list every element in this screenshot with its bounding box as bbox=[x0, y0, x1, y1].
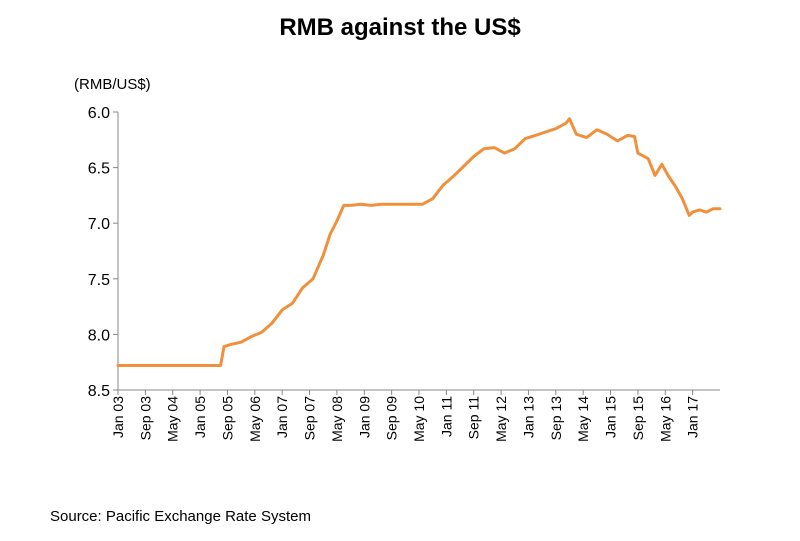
x-tick-label: Jan 07 bbox=[274, 396, 290, 438]
y-axis-ticks: 6.0 6.5 7.0 7.5 8.0 8.5 bbox=[88, 105, 118, 400]
x-tick-label: Sep 05 bbox=[219, 396, 235, 441]
x-tick-label: May 06 bbox=[247, 396, 263, 442]
source-note: Source: Pacific Exchange Rate System bbox=[50, 508, 311, 525]
x-tick-label: Sep 15 bbox=[630, 396, 646, 441]
y-axis-unit-label: (RMB/US$) bbox=[74, 76, 151, 93]
x-tick-label: Jan 09 bbox=[356, 396, 372, 438]
x-tick-label: Jan 05 bbox=[192, 396, 208, 438]
x-tick-label: Sep 03 bbox=[137, 396, 153, 441]
x-tick-label: Jan 13 bbox=[520, 396, 536, 438]
x-tick-label: May 08 bbox=[329, 396, 345, 442]
x-tick-label: Jan 11 bbox=[438, 396, 454, 437]
x-tick-label: May 10 bbox=[411, 396, 427, 442]
y-tick-label: 6.0 bbox=[88, 105, 110, 122]
y-tick-label: 7.0 bbox=[88, 216, 110, 233]
y-tick-label: 8.0 bbox=[88, 327, 110, 344]
x-tick-label: Sep 07 bbox=[302, 396, 318, 441]
x-tick-label: May 14 bbox=[575, 396, 591, 442]
x-tick-label: May 16 bbox=[657, 396, 673, 442]
y-tick-label: 8.5 bbox=[88, 383, 110, 400]
y-tick-label: 6.5 bbox=[88, 161, 110, 178]
series-group bbox=[116, 117, 722, 367]
chart-axes bbox=[117, 112, 720, 391]
x-tick-label: Sep 09 bbox=[384, 396, 400, 441]
x-tick-label: Jan 17 bbox=[685, 396, 701, 438]
x-tick-label: Jan 03 bbox=[110, 396, 126, 438]
x-tick-label: May 12 bbox=[493, 396, 509, 442]
x-tick-label: Jan 15 bbox=[603, 396, 619, 438]
chart-title: RMB against the US$ bbox=[279, 14, 521, 41]
x-tick-label: Sep 11 bbox=[466, 396, 482, 440]
y-tick-label: 7.5 bbox=[88, 272, 110, 289]
x-tick-label: Sep 13 bbox=[548, 396, 564, 441]
series-line-1 bbox=[116, 117, 722, 367]
x-tick-label: May 04 bbox=[165, 396, 181, 442]
x-axis-ticks: Jan 03 Sep 03 May 04 Jan 05 Sep 05 May 06 Jan … bbox=[110, 390, 701, 442]
